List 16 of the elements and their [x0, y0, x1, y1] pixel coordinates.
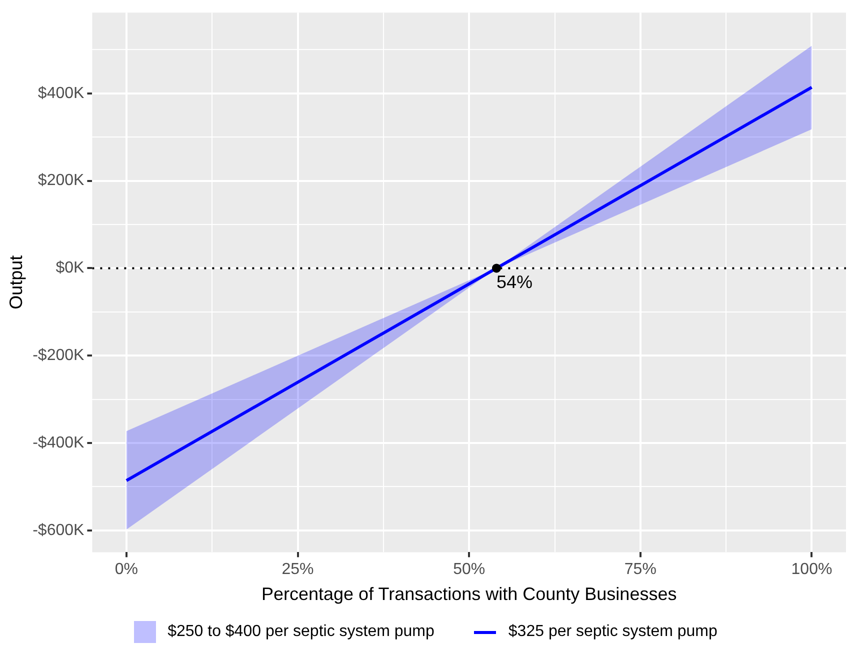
y-tick-label: -$400K: [32, 434, 85, 452]
y-tick-label: $400K: [38, 84, 85, 102]
y-tick-label: $200K: [38, 172, 85, 190]
x-tick-label: 100%: [791, 561, 832, 578]
y-axis-title: Output: [6, 255, 26, 310]
y-tick-label: $0K: [56, 260, 85, 277]
annotation: 54%: [496, 272, 533, 292]
x-tick-label: 25%: [282, 561, 314, 578]
x-axis-title: Percentage of Transactions with County Businesses: [261, 584, 677, 604]
legend-label: $325 per septic system pump: [508, 623, 718, 641]
x-tick-label: 75%: [624, 561, 656, 578]
y-tick-label: -$200K: [32, 346, 85, 364]
x-tick-label: 50%: [453, 561, 486, 578]
x-tick-label: 0%: [114, 561, 138, 578]
y-tick-label: -$600K: [32, 522, 85, 539]
text: $250 to $400 per septic system pump: [168, 623, 434, 641]
